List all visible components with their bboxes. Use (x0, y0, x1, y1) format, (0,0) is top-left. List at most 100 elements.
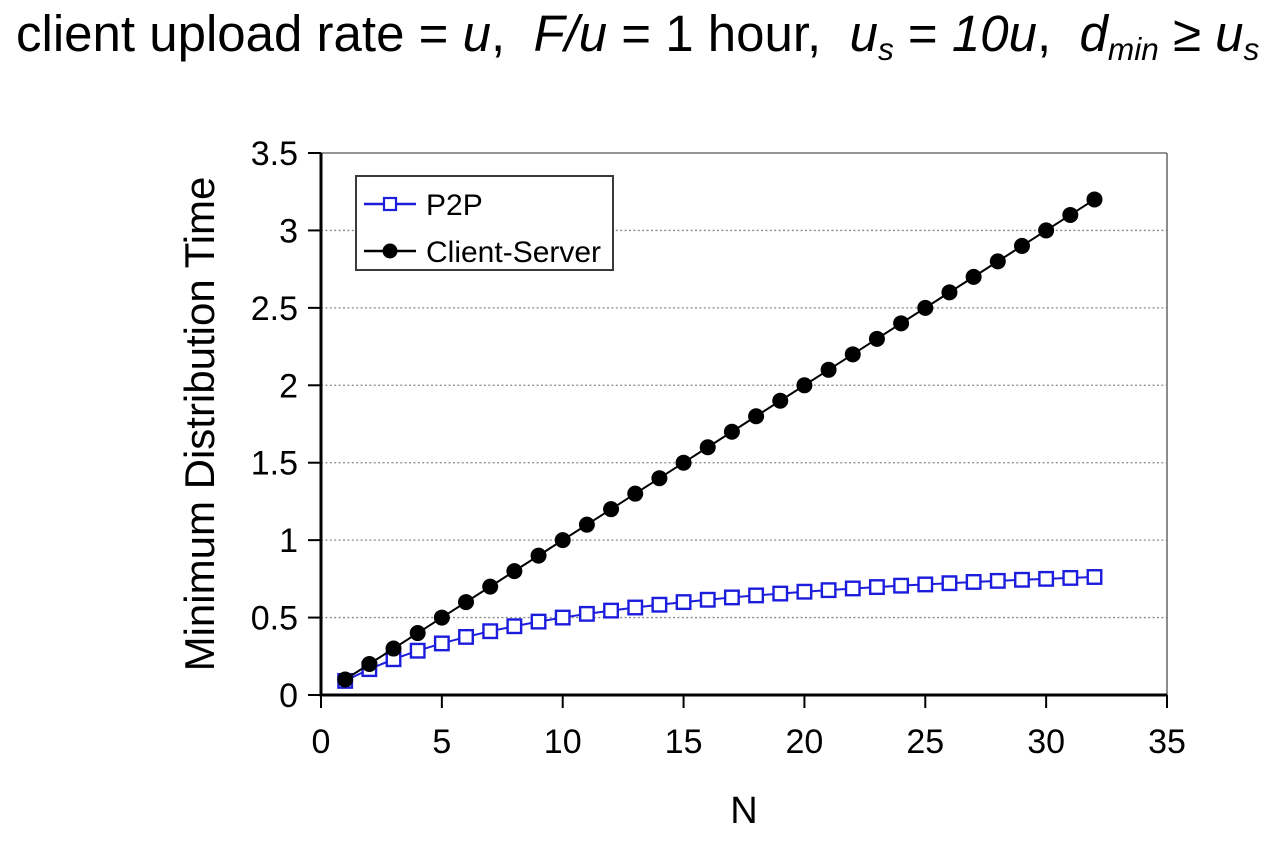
p2p-marker (917, 576, 934, 593)
p2p-marker (699, 591, 716, 608)
client-server-marker (1062, 206, 1079, 223)
client-server-marker (675, 454, 692, 471)
client-server-marker (748, 408, 765, 425)
client-server-marker (1013, 237, 1030, 254)
client-server-marker (965, 268, 982, 285)
y-tick-label: 1 (279, 522, 298, 560)
x-tick-label: 0 (312, 723, 331, 761)
p2p-marker (868, 579, 885, 596)
y-tick-label: 1.5 (251, 445, 298, 483)
title-segment: d (1079, 5, 1108, 62)
title-segment: ≥ (1158, 5, 1216, 62)
legend-client-server-marker (382, 243, 398, 259)
p2p-marker (723, 589, 740, 606)
title-segment: F/u (533, 5, 608, 62)
client-server-marker (603, 501, 620, 518)
p2p-marker (578, 605, 595, 622)
p2p-marker (409, 642, 426, 659)
x-tick-label: 10 (544, 723, 582, 761)
client-server-marker (530, 547, 547, 564)
x-tick-label: 30 (1027, 723, 1065, 761)
x-axis-title: N (730, 790, 757, 832)
title-segment: s (1243, 30, 1260, 67)
client-server-marker (554, 532, 571, 549)
title-segment: u (849, 5, 878, 62)
client-server-marker (844, 346, 861, 363)
y-tick-label: 3.5 (251, 135, 298, 173)
title-segment: , (1036, 5, 1080, 62)
client-server-marker (868, 330, 885, 347)
p2p-marker (627, 599, 644, 616)
p2p-marker (651, 596, 668, 613)
y-tick-label: 2.5 (251, 290, 298, 328)
chart-title: client upload rate = u, F/u = 1 hour, us… (16, 0, 1278, 71)
p2p-marker (965, 574, 982, 590)
y-tick-label: 0.5 (251, 600, 298, 638)
client-server-marker (796, 377, 813, 394)
x-tick-label: 15 (665, 723, 703, 761)
p2p-marker (844, 580, 861, 597)
p2p-marker (554, 609, 571, 626)
p2p-marker (772, 585, 789, 602)
p2p-marker (506, 618, 523, 635)
title-segment: u (462, 5, 491, 62)
client-server-marker (506, 563, 523, 580)
title-segment: min (1107, 30, 1159, 67)
client-server-marker (361, 656, 378, 673)
p2p-marker (1086, 569, 1103, 585)
client-server-marker (723, 423, 740, 440)
client-server-marker (941, 284, 958, 301)
client-server-marker (627, 485, 644, 502)
x-tick-label: 20 (786, 723, 824, 761)
p2p-marker (796, 583, 813, 600)
p2p-marker (893, 577, 910, 594)
p2p-marker (433, 635, 450, 652)
client-server-marker (989, 253, 1006, 270)
legend (355, 175, 614, 271)
x-tick-label: 5 (432, 723, 451, 761)
client-server-line (344, 198, 1096, 681)
y-axis-title: Minimum Distribution Time (176, 177, 223, 672)
client-server-marker (772, 392, 789, 409)
p2p-marker (675, 594, 692, 611)
title-segment: , (490, 5, 534, 62)
p2p-marker (820, 582, 837, 599)
p2p-marker (748, 587, 765, 604)
x-tick-label: 25 (906, 723, 944, 761)
y-tick-label: 3 (279, 212, 298, 250)
client-server-marker (482, 578, 499, 595)
client-server-marker (1086, 191, 1103, 208)
client-server-marker (458, 594, 475, 611)
client-server-marker (893, 315, 910, 332)
legend-p2p-marker (382, 196, 398, 212)
p2p-marker (530, 613, 547, 630)
client-server-marker (433, 609, 450, 626)
p2p-marker (941, 575, 958, 592)
p2p-marker (458, 628, 474, 645)
x-tick-label: 35 (1148, 723, 1186, 761)
p2p-marker (1062, 569, 1079, 586)
title-segment: = (893, 5, 952, 62)
title-segment: s (877, 30, 894, 67)
p2p-marker (1014, 571, 1030, 588)
client-server-marker (337, 671, 354, 688)
client-server-marker (578, 516, 595, 533)
legend-client-server-label: Client-Server (426, 236, 601, 269)
y-tick-label: 2 (279, 367, 298, 405)
p2p-marker (1038, 570, 1055, 587)
client-server-marker (651, 470, 668, 487)
client-server-marker (409, 625, 426, 642)
p2p-marker (482, 623, 499, 640)
client-server-marker (820, 361, 837, 378)
legend-p2p-label: P2P (426, 189, 483, 222)
y-tick-label: 0 (279, 677, 298, 715)
title-segment: = 1 hour, (607, 5, 850, 62)
client-server-marker (699, 439, 716, 456)
title-segment: client upload rate = (16, 5, 463, 62)
client-server-marker (917, 299, 934, 316)
title-segment: 10u (951, 5, 1037, 62)
p2p-marker (603, 602, 620, 619)
p2p-marker (989, 572, 1006, 589)
client-server-marker (1038, 222, 1055, 239)
